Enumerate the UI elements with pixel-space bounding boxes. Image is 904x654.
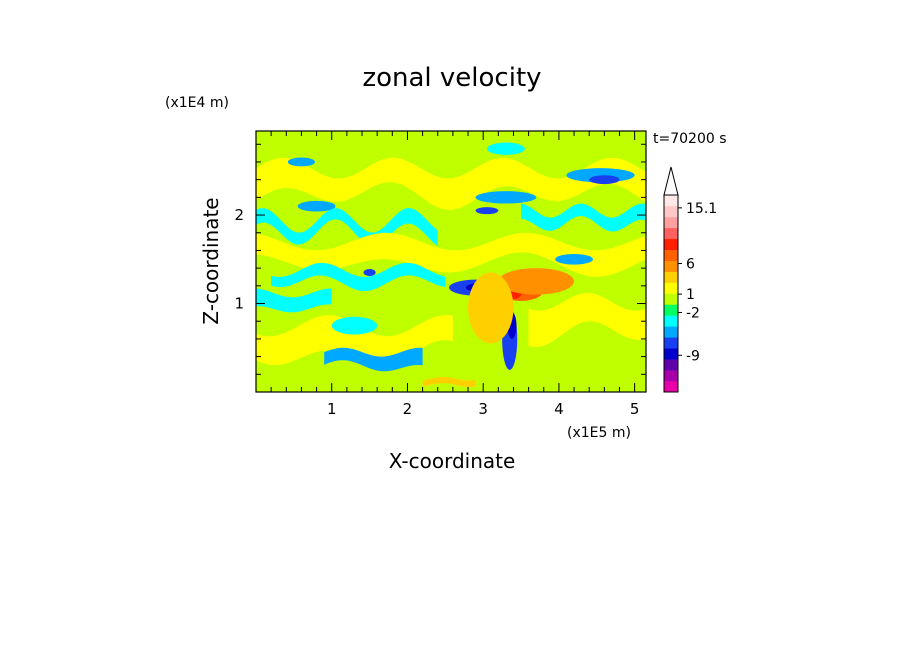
contour-cell-21	[297, 200, 336, 212]
contour-cell-28	[468, 272, 514, 344]
contour-cell-25	[486, 142, 525, 155]
y-axis-ticks: 12	[234, 143, 646, 375]
colorbar-label: 1	[686, 287, 695, 303]
colorbar-swatch	[664, 359, 678, 371]
colorbar-swatch	[664, 293, 678, 305]
colorbar-swatch	[664, 282, 678, 294]
colorbar-swatch	[664, 337, 678, 349]
plot-area	[256, 131, 646, 392]
contour-cell-26	[287, 157, 316, 167]
colorbar-swatch	[664, 249, 678, 261]
x-axis-ticks: 1 2 3 4 5	[270, 131, 640, 418]
colorbar-swatch	[664, 205, 678, 218]
y-unit-label: (x1E4 m)	[165, 95, 229, 111]
chart-title: zonal velocity	[362, 63, 541, 93]
contour-cell-19	[475, 191, 537, 204]
colorbar-swatch	[664, 260, 678, 272]
colorbar-overflow-triangle	[663, 166, 679, 196]
contour-cell-27	[498, 268, 575, 295]
y-tick-label: 2	[234, 206, 244, 224]
x-tick-label: 4	[554, 400, 564, 418]
colorbar-swatch	[664, 238, 678, 251]
contour-band-7	[324, 347, 423, 372]
x-unit-label: (x1E5 m)	[567, 425, 631, 441]
colorbar-swatch	[664, 370, 678, 382]
contour-band-9	[256, 378, 646, 391]
colorbar-swatch	[664, 195, 678, 207]
x-axis-label: X-coordinate	[389, 449, 516, 473]
contour-cell-18	[589, 175, 620, 185]
colorbar-swatch	[664, 326, 678, 338]
contour-band-5	[528, 292, 646, 347]
colorbar-swatch	[664, 304, 678, 316]
x-tick-label: 3	[478, 400, 488, 418]
colorbar-swatch	[664, 381, 678, 393]
y-tick-label: 1	[234, 295, 244, 313]
contour-cell-20	[475, 207, 499, 215]
y-axis-label: Z-coordinate	[199, 197, 223, 324]
colorbar-swatch	[664, 315, 678, 327]
plot-frame	[255, 130, 647, 393]
colorbar-swatch	[664, 271, 678, 283]
colorbar-swatch	[664, 216, 678, 229]
x-tick-label: 1	[327, 400, 337, 418]
contour-cell-22	[555, 253, 593, 265]
x-tick-label: 5	[630, 400, 640, 418]
colorbar-label: 15.1	[686, 201, 717, 217]
colorbar-label: -9	[686, 348, 700, 364]
colorbar-swatch	[664, 227, 678, 240]
contour-cell-23	[331, 316, 378, 335]
colorbar-label: 6	[686, 257, 695, 273]
colorbar-frame	[663, 194, 679, 393]
contour-band-1	[256, 208, 438, 246]
contour-band-8	[256, 288, 332, 313]
colorbar: 15.1 6 1 -2 -9	[663, 166, 717, 393]
contour-band-6	[521, 203, 646, 232]
contour-band-3	[271, 262, 446, 292]
x-tick-label: 2	[403, 400, 413, 418]
contour-cell-24	[363, 269, 376, 277]
contour-band-0	[256, 157, 646, 211]
time-label: t=70200 s	[653, 131, 727, 147]
colorbar-swatch	[664, 348, 678, 360]
colorbar-label: -2	[686, 305, 700, 321]
contour-band-2	[256, 232, 646, 277]
velocity-field	[256, 142, 646, 391]
contour-band-10	[422, 377, 476, 388]
